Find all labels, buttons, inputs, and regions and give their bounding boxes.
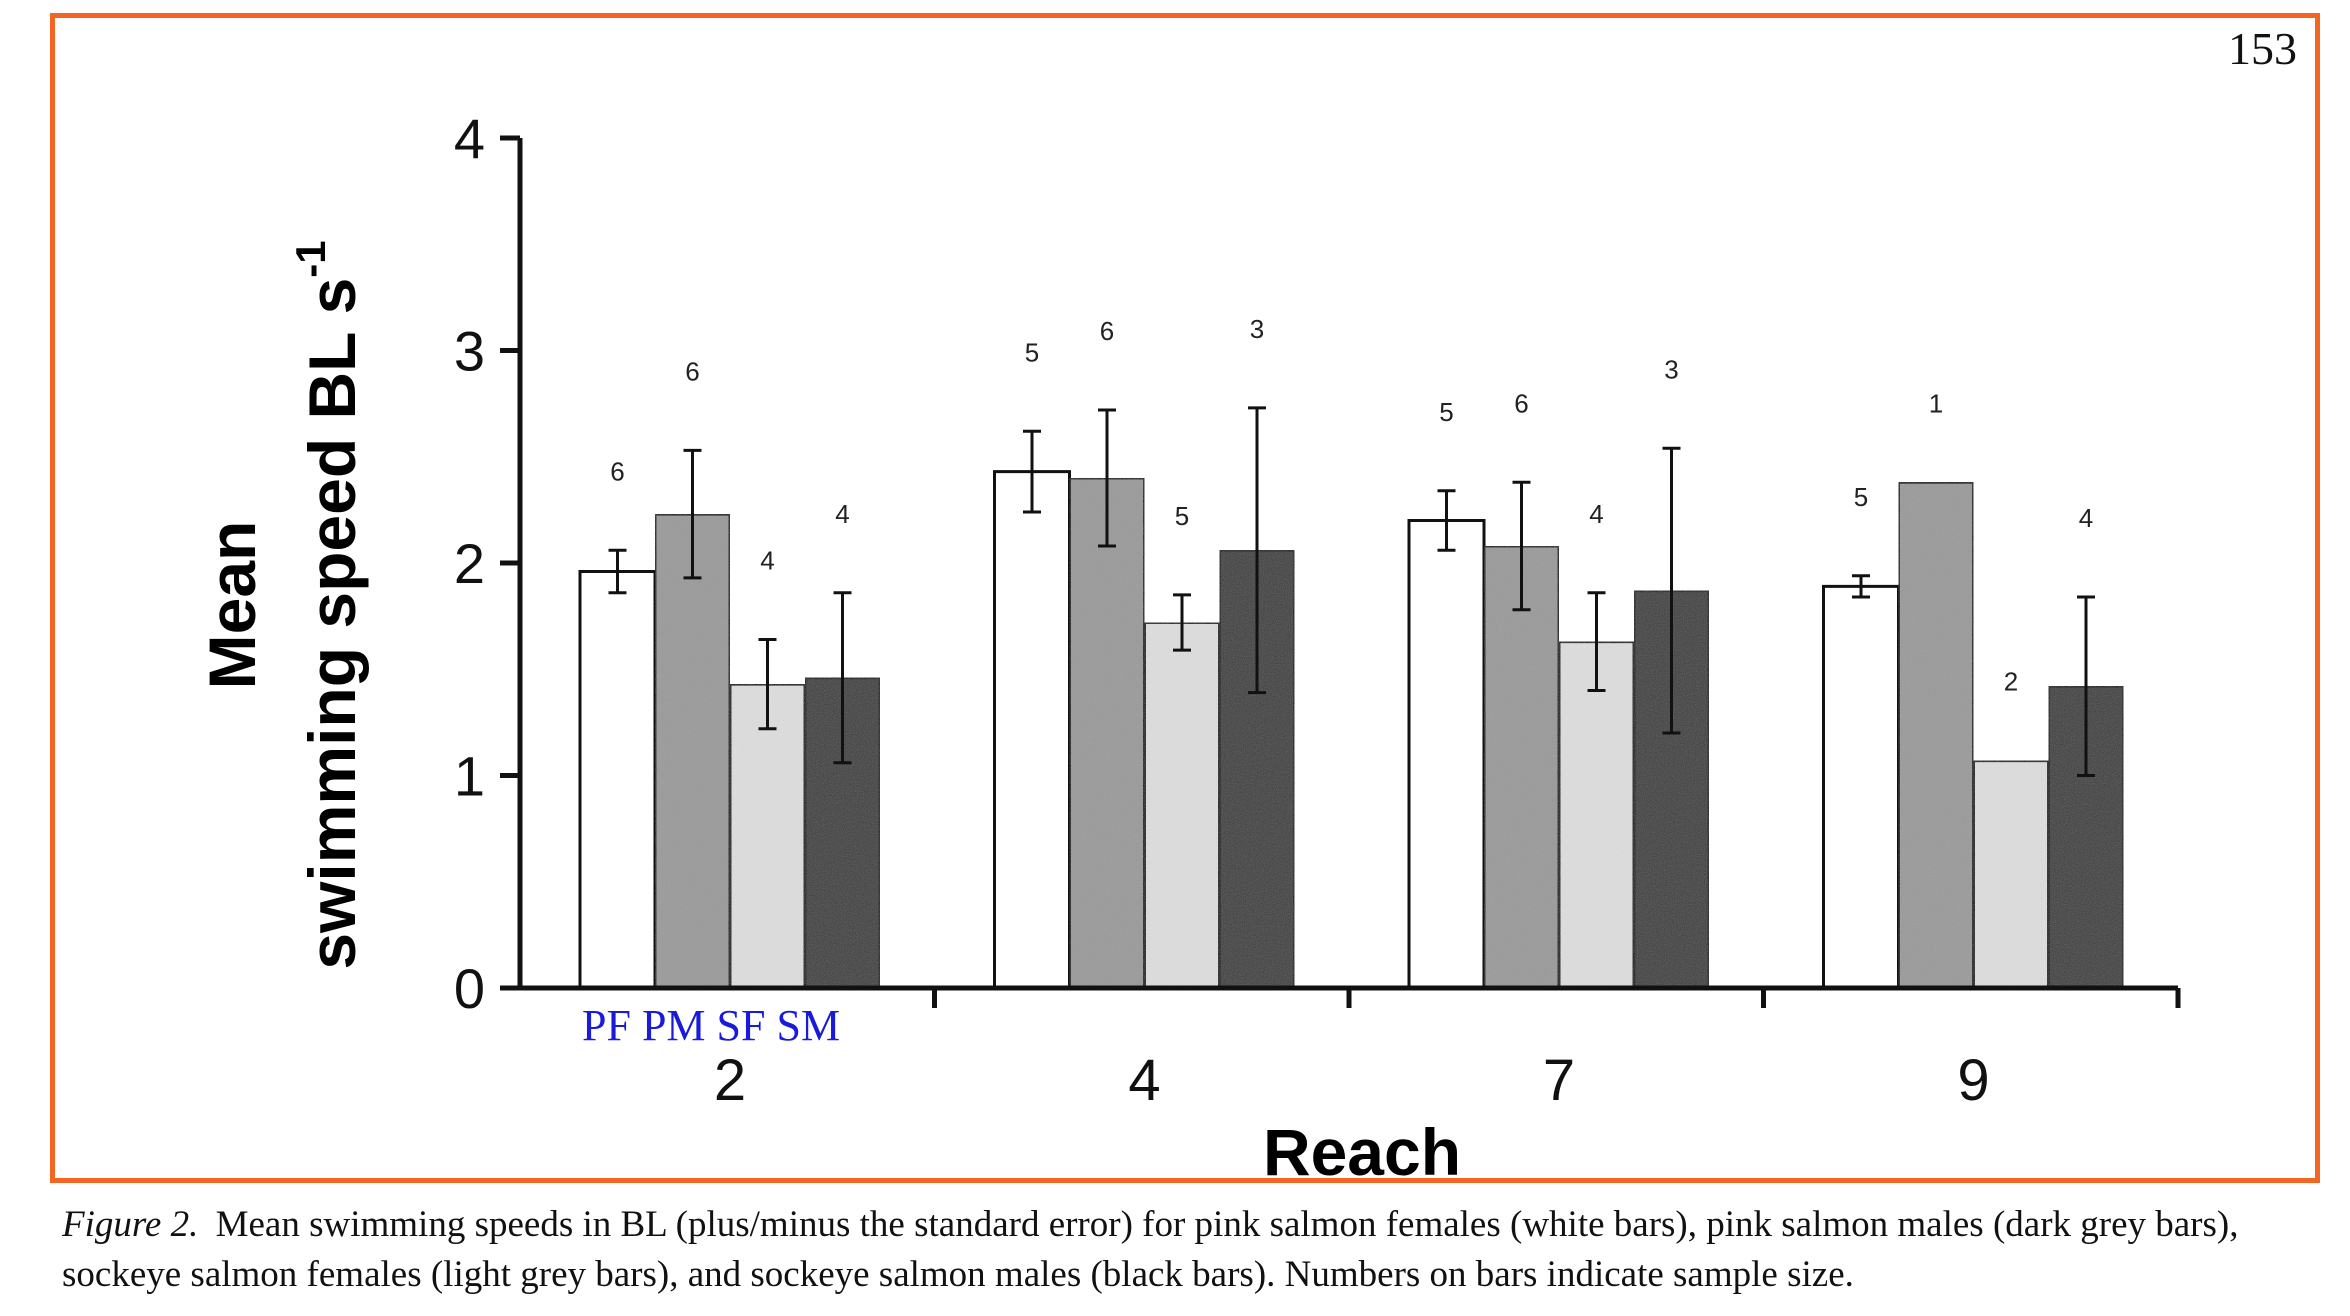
y-tick-label: 2: [454, 532, 485, 595]
figure-caption: Figure 2. Mean swimming speeds in BL (pl…: [62, 1200, 2332, 1300]
sample-size-label: 5: [1175, 501, 1189, 531]
figure-caption-text: Mean swimming speeds in BL (plus/minus t…: [62, 1204, 2239, 1295]
sample-size-label: 3: [1250, 314, 1264, 344]
bar-pm-reach-2: [653, 512, 732, 990]
error-bars-layer: [608, 406, 2095, 777]
sample-size-label: 5: [1439, 397, 1453, 427]
y-axis-title-line2: swimming speed BL s-1: [287, 240, 369, 969]
bar-pf-reach-2: [578, 570, 657, 990]
y-axis-title-line1: Mean: [195, 521, 269, 690]
y-axis-title-superscript: -1: [287, 240, 334, 277]
sample-size-label: 4: [1589, 499, 1603, 529]
x-tick-label: 4: [1128, 1048, 1160, 1113]
sample-size-label: 6: [685, 356, 699, 386]
bar-pf-reach-9: [1822, 584, 1900, 990]
page-number: 153: [2228, 23, 2297, 74]
bar-chart: 6 6 4 4 5 6 5 3 5 6 4 3 5 1 2 4 2 4 7 9 0 1 2 3 4 PF PM SF SM R…: [195, 107, 2181, 1189]
y-axis-title-main: swimming speed BL s: [295, 278, 369, 970]
x-axis-title: Reach: [1263, 1115, 1461, 1189]
legend-series-keys: PF PM SF SM: [582, 1001, 840, 1050]
x-tick-label: 9: [1957, 1048, 1989, 1113]
chart-frame: 1 5 3: [50, 13, 2320, 1183]
x-tick-label: 2: [714, 1048, 746, 1113]
figure-label: Figure 2.: [62, 1204, 199, 1245]
y-tick-label: 1: [454, 745, 485, 808]
bars-layer: [578, 470, 2125, 990]
bar-sf-reach-4: [1143, 621, 1221, 990]
bar-sm-reach-4: [1218, 548, 1296, 990]
x-tick-label: 7: [1543, 1048, 1575, 1113]
y-tick-label: 0: [454, 957, 485, 1020]
sample-size-label: 5: [1854, 482, 1868, 512]
y-axis-title: Mean swimming speed BL s-1: [195, 240, 369, 969]
sample-size-label: 3: [1664, 354, 1678, 384]
bar-pm-reach-9: [1897, 480, 1975, 990]
sample-size-label: 6: [610, 456, 624, 486]
sample-size-label: 1: [1929, 388, 1943, 418]
bar-sf-reach-2: [728, 682, 807, 990]
sample-size-label: 4: [835, 499, 849, 529]
y-tick-label: 4: [454, 107, 485, 170]
tick-labels: 2 4 7 9 0 1 2 3 4: [454, 107, 1990, 1113]
sample-size-label: 2: [2004, 667, 2018, 697]
bar-pm-reach-4: [1068, 476, 1146, 990]
sample-size-labels: 6 6 4 4 5 6 5 3 5 6 4 3 5 1 2 4: [610, 314, 2093, 697]
sample-size-label: 4: [760, 546, 774, 576]
bar-pf-reach-4: [993, 470, 1071, 990]
bar-sf-reach-7: [1557, 640, 1636, 990]
sample-size-label: 4: [2079, 503, 2093, 533]
y-tick-label: 3: [454, 320, 485, 383]
sample-size-label: 6: [1100, 316, 1114, 346]
axes: [500, 135, 2181, 1008]
sample-size-label: 6: [1514, 388, 1528, 418]
sample-size-label: 5: [1025, 337, 1039, 367]
bar-pf-reach-7: [1407, 519, 1486, 990]
bar-pm-reach-7: [1482, 544, 1561, 990]
bar-sf-reach-9: [1972, 759, 2050, 990]
